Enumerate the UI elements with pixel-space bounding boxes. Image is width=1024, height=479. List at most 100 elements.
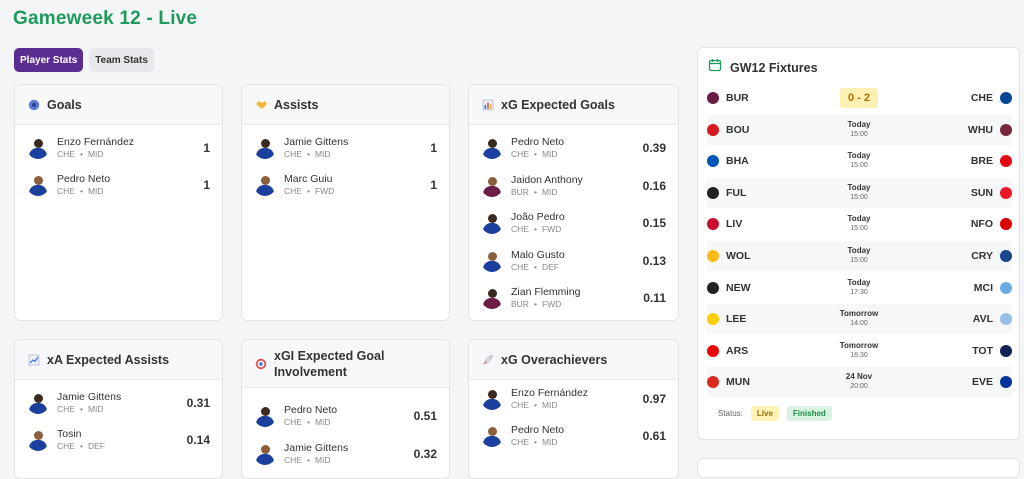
- player-position: MID: [314, 149, 331, 159]
- player-row[interactable]: Pedro Neto CHE • MID 1: [27, 170, 210, 200]
- status-legend: Status: Live Finished: [718, 406, 832, 421]
- player-position: MID: [87, 404, 104, 414]
- away-team: AVL: [972, 313, 993, 326]
- card-header: Assists: [242, 85, 449, 125]
- fixture-row[interactable]: BOU Today 15:00 WHU: [707, 114, 1012, 145]
- fixture-day: Today: [847, 214, 871, 224]
- fixture-center: Today 15:00: [809, 183, 909, 203]
- fixture-row[interactable]: LIV Today 15:00 NFO: [707, 209, 1012, 239]
- player-row[interactable]: João Pedro CHE • FWD 0.15: [481, 208, 666, 238]
- home-crest-icon: [707, 281, 719, 294]
- player-team: CHE: [57, 441, 75, 451]
- fixture-day: Tomorrow: [839, 309, 879, 319]
- stat-value: 1: [203, 141, 210, 155]
- fixture-center: Tomorrow 16:30: [809, 341, 909, 361]
- fixture-row[interactable]: BHA Today 15:00 BRE: [707, 146, 1012, 176]
- away-crest-icon: [1000, 155, 1012, 168]
- player-team: BUR: [511, 186, 529, 197]
- player-meta: BUR • FWD: [511, 299, 580, 310]
- rocket-icon: [481, 353, 495, 367]
- fixtures-header: GW12 Fixtures: [708, 58, 818, 77]
- away-team: EVE: [971, 376, 993, 389]
- player-position: MID: [87, 149, 104, 159]
- player-row[interactable]: Malo Gusto CHE • DEF 0.13: [481, 246, 666, 276]
- fixtures-card: GW12 Fixtures BUR 0 - 2 CHE BOU Today 15:00 WH…: [697, 47, 1020, 440]
- player-row[interactable]: Jamie Gittens CHE • MID 0.31: [27, 388, 210, 418]
- meta-separator: •: [533, 261, 537, 272]
- away-side: WHU: [968, 123, 1012, 136]
- meta-separator: •: [79, 149, 83, 159]
- stat-value: 1: [430, 141, 437, 155]
- fixture-time: 15:00: [850, 225, 868, 233]
- player-name: Enzo Fernández: [57, 136, 135, 148]
- home-crest-icon: [707, 313, 719, 326]
- player-meta: CHE • MID: [57, 404, 121, 415]
- player-meta: BUR • MID: [511, 187, 583, 198]
- meta-separator: •: [533, 299, 537, 309]
- page-title: Gameweek 12 - Live: [13, 8, 198, 29]
- tab-player-stats[interactable]: Player Stats: [14, 48, 84, 72]
- away-crest-icon: [1000, 218, 1012, 231]
- player-info: Enzo Fernández CHE • MID: [511, 387, 588, 411]
- player-row[interactable]: Jamie Gittens CHE • MID 0.32: [254, 439, 437, 469]
- player-position: FWD: [541, 224, 562, 234]
- player-info: Pedro Neto CHE • MID: [511, 424, 564, 448]
- player-row[interactable]: Pedro Neto CHE • MID 0.51: [254, 401, 437, 431]
- stat-value: 0.15: [642, 216, 666, 230]
- player-row[interactable]: Pedro Neto CHE • MID 0.61: [481, 421, 666, 451]
- status-live-badge: Live: [750, 406, 779, 421]
- player-avatar: [481, 388, 503, 410]
- player-position: DEF: [87, 441, 105, 451]
- stat-value: 0.97: [642, 392, 666, 406]
- away-crest-icon: [1000, 123, 1012, 136]
- player-row[interactable]: Enzo Fernández CHE • MID 1: [27, 133, 210, 163]
- player-row[interactable]: Pedro Neto CHE • MID 0.39: [481, 133, 666, 163]
- home-team: BHA: [726, 155, 749, 168]
- home-team: FUL: [726, 186, 747, 199]
- assists-card: Assists Jamie Gittens CHE • MID 1 Marc Guiu CHE…: [241, 84, 450, 321]
- meta-separator: •: [306, 417, 310, 427]
- fixture-row[interactable]: LEE Tomorrow 14:00 AVL: [707, 304, 1012, 335]
- player-meta: CHE • DEF: [511, 262, 565, 273]
- next-panel: [697, 458, 1020, 478]
- player-info: Jamie Gittens CHE • MID: [284, 136, 348, 160]
- player-name: Zian Flemming: [511, 286, 581, 298]
- player-team: CHE: [57, 149, 75, 159]
- card-header: xA Expected Assists: [15, 340, 222, 380]
- fixture-row[interactable]: MUN 24 Nov 20:00 EVE: [707, 367, 1012, 398]
- player-avatar: [27, 429, 49, 451]
- player-row[interactable]: Marc Guiu CHE • FWD 1: [254, 170, 437, 200]
- player-meta: CHE • MID: [511, 149, 564, 160]
- trend-chart-icon: [27, 353, 41, 367]
- player-team: CHE: [511, 224, 529, 234]
- player-row[interactable]: Enzo Fernández CHE • MID 0.97: [481, 384, 666, 414]
- player-meta: CHE • MID: [284, 417, 337, 428]
- player-row[interactable]: Tosin CHE • DEF 0.14: [27, 425, 210, 455]
- player-meta: CHE • MID: [57, 186, 110, 197]
- fixture-row[interactable]: ARS Tomorrow 16:30 TOT: [707, 336, 1012, 366]
- tab-team-stats[interactable]: Team Stats: [89, 48, 154, 72]
- player-row[interactable]: Jamie Gittens CHE • MID 1: [254, 133, 437, 163]
- home-crest-icon: [707, 376, 719, 389]
- stat-value: 0.13: [642, 253, 666, 268]
- fixture-row[interactable]: FUL Today 15:00 SUN: [707, 177, 1012, 208]
- home-crest-icon: [707, 123, 719, 136]
- fixture-row[interactable]: BUR 0 - 2 CHE: [707, 83, 1012, 113]
- fixture-row[interactable]: WOL Today 15:00 CRY: [707, 241, 1012, 271]
- player-name: Jamie Gittens: [57, 391, 122, 403]
- player-row[interactable]: Jaidon Anthony BUR • MID 0.16: [481, 171, 666, 201]
- player-meta: CHE • MID: [511, 400, 588, 411]
- away-side: NFO: [971, 218, 1012, 231]
- player-row[interactable]: Zian Flemming BUR • FWD 0.11: [481, 283, 666, 313]
- player-team: CHE: [284, 455, 302, 465]
- player-position: FWD: [314, 186, 335, 196]
- away-side: SUN: [971, 186, 1012, 199]
- card-title: xG Overachievers: [501, 352, 608, 367]
- fixture-center: Today 15:00: [809, 120, 909, 140]
- fixture-center: Today 15:00: [809, 151, 909, 171]
- player-info: Pedro Neto CHE • MID: [57, 173, 110, 197]
- target-icon: [254, 357, 268, 371]
- fixture-row[interactable]: NEW Today 17:30 MCI: [707, 273, 1012, 303]
- away-crest-icon: [1000, 92, 1012, 104]
- player-position: MID: [314, 455, 331, 465]
